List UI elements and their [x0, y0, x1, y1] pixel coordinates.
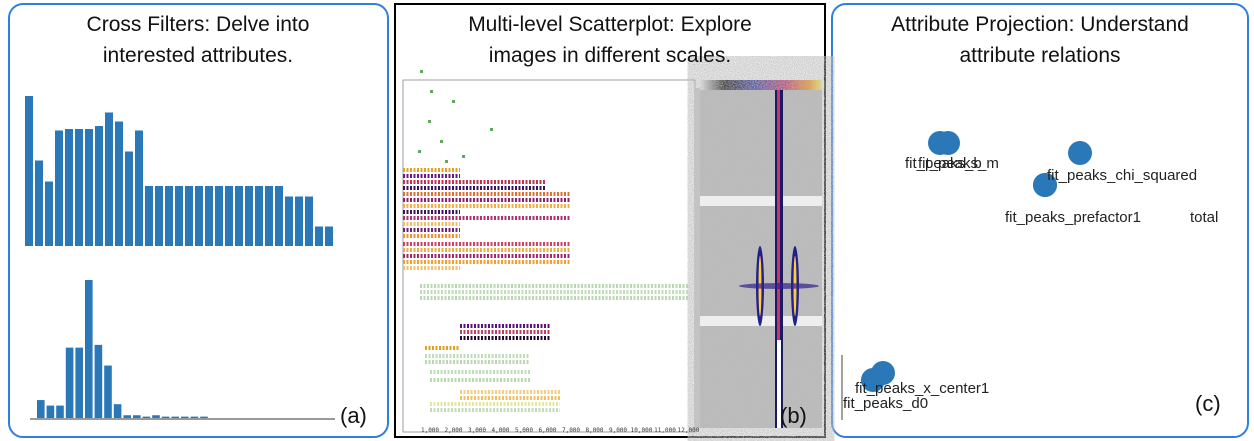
scatter-cell	[420, 70, 423, 73]
histogram-bar	[181, 417, 189, 418]
histogram-bar	[125, 152, 133, 247]
histogram-bar	[115, 122, 123, 247]
histogram-bar	[123, 415, 131, 418]
histogram-bar	[56, 406, 64, 418]
x-tick-label: 8,000	[585, 427, 603, 434]
histogram-bar	[165, 186, 173, 246]
histogram-bar	[185, 186, 193, 246]
point-label: fit_peaks_prefactor1	[1005, 209, 1141, 226]
histogram-bar	[145, 186, 153, 246]
histogram-bar	[104, 366, 112, 418]
histogram-bar	[200, 417, 208, 418]
histogram-bar	[195, 186, 203, 246]
histogram-bar	[315, 227, 323, 247]
scatter-cell	[430, 90, 433, 93]
histogram-bar	[325, 227, 333, 247]
projection-point	[1068, 141, 1092, 165]
panel-label: (b)	[780, 403, 807, 428]
panel-title: Multi-level Scatterplot: Explore	[468, 13, 752, 36]
projection-point	[936, 131, 960, 155]
figure: Cross Filters: Delve into interested attr…	[0, 0, 1254, 441]
histogram-bar	[95, 126, 103, 246]
histogram-bar	[215, 186, 223, 246]
histogram-bar	[85, 280, 93, 418]
x-tick-label: 9,000	[609, 427, 627, 434]
scatter-cell	[462, 155, 465, 158]
panel-label: (a)	[340, 403, 367, 428]
panel-title: attribute relations	[959, 44, 1120, 67]
point-label: total	[1190, 209, 1218, 226]
x-tick-label: 11,000	[654, 427, 676, 434]
histogram-bar	[235, 186, 243, 246]
scatter-cell	[445, 160, 448, 163]
scatter-cell	[440, 140, 443, 143]
histogram-bar	[37, 400, 45, 418]
scatter-cell	[418, 150, 421, 153]
histogram-bar	[152, 415, 160, 418]
histogram-bar	[75, 129, 83, 246]
histogram-bar	[275, 186, 283, 246]
panel-title: images in different scales.	[489, 44, 731, 67]
panel-title: Attribute Projection: Understand	[891, 13, 1189, 36]
panel-label: (c)	[1195, 391, 1221, 416]
scatter-cell	[452, 100, 455, 103]
histogram-bar	[295, 197, 303, 247]
histogram-bar	[155, 186, 163, 246]
histogram-bar	[47, 406, 55, 418]
colorbar	[700, 80, 822, 90]
histogram-bar	[191, 417, 199, 418]
x-tick-label: 7,000	[562, 427, 580, 434]
histogram-bar	[162, 417, 170, 418]
x-tick-label: 5,000	[515, 427, 533, 434]
histogram-bar	[85, 129, 93, 246]
histogram-bar	[285, 197, 293, 247]
histogram-bar	[255, 186, 263, 246]
panel-title: interested attributes.	[103, 44, 293, 67]
x-tick-label: 3,000	[468, 427, 486, 434]
scatter-cell	[428, 120, 431, 123]
histogram-bar	[135, 131, 143, 247]
x-tick-label: 2,000	[444, 427, 462, 434]
histogram-bar	[225, 186, 233, 246]
histogram-bar	[175, 186, 183, 246]
histogram-bar	[114, 404, 122, 418]
point-label: fit_peaks_d0	[843, 395, 928, 412]
point-label: fit_peaks_chi_squared	[1047, 167, 1197, 184]
ring	[739, 283, 819, 289]
histogram-bar	[35, 161, 43, 247]
x-tick-label: 1,000	[421, 427, 439, 434]
scrollbar	[695, 88, 700, 428]
histogram-bar	[66, 348, 74, 418]
x-tick-label: 4,000	[491, 427, 509, 434]
histogram-bar	[143, 417, 151, 418]
histogram-bar	[205, 186, 213, 246]
x-tick-label: 10,000	[631, 427, 653, 434]
histogram-bar	[245, 186, 253, 246]
point-label: fit_peaks_m	[918, 155, 999, 172]
histogram-bar	[171, 417, 179, 418]
histogram-bar	[265, 186, 273, 246]
histogram-bar	[25, 96, 33, 246]
histogram-bar	[75, 348, 83, 418]
histogram-bar	[133, 415, 141, 418]
x-tick-label: 12,000	[678, 427, 700, 434]
gap	[700, 196, 822, 206]
scatter-cell	[490, 128, 493, 131]
histogram-bar	[95, 345, 103, 418]
x-tick-label: 6,000	[538, 427, 556, 434]
histogram-bar	[55, 131, 63, 247]
histogram-bar	[65, 129, 73, 246]
histogram-bar	[105, 113, 113, 247]
panel-title: Cross Filters: Delve into	[87, 13, 310, 36]
histogram-bar	[305, 197, 313, 247]
histogram-bar	[45, 182, 53, 247]
